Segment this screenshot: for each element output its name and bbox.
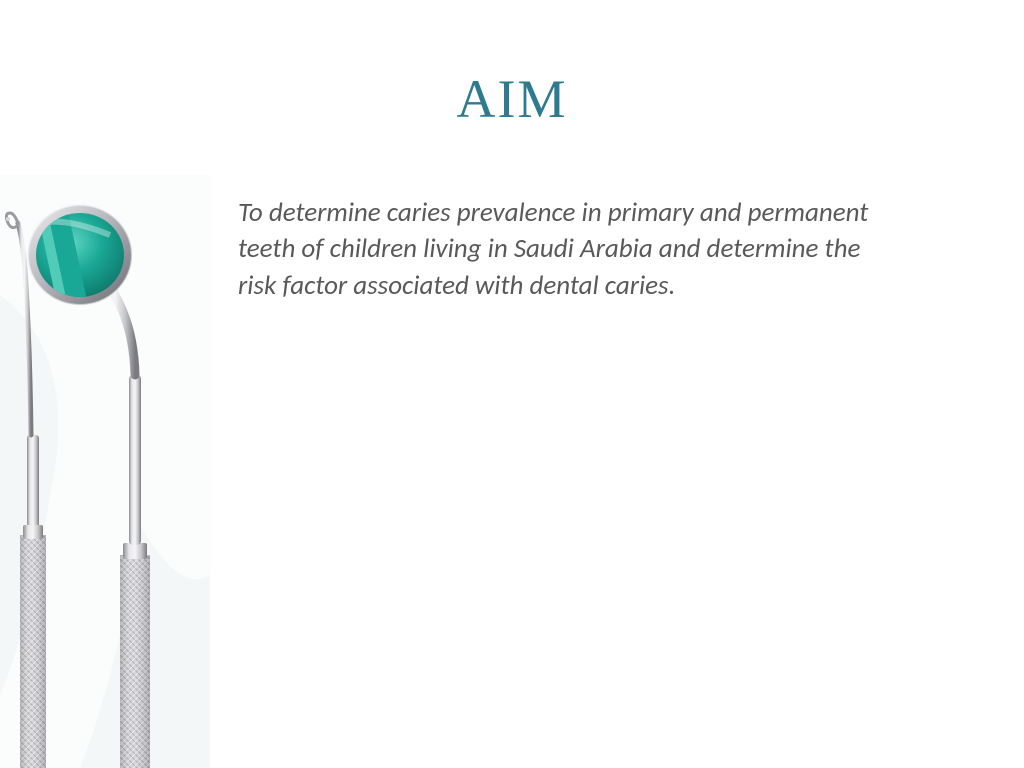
dental-tools-image	[0, 175, 210, 768]
slide-title: AIM	[0, 68, 1024, 130]
aim-body-text: To determine caries prevalence in primar…	[238, 195, 878, 304]
